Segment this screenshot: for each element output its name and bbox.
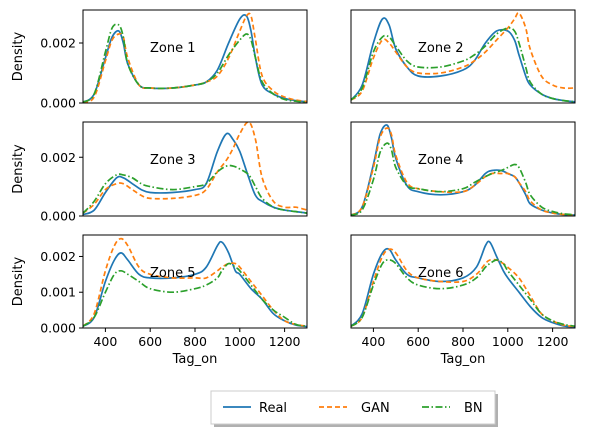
xtick-label: 600 (406, 334, 430, 349)
ytick-label: 0.000 (40, 321, 76, 336)
ytick-label: 0.001 (40, 285, 76, 300)
ytick-label: 0.002 (40, 249, 76, 264)
xtick-label: 400 (93, 334, 117, 349)
xtick-label: 600 (138, 334, 162, 349)
xtick-label: 800 (183, 334, 207, 349)
panel-title: Zone 5 (150, 266, 196, 281)
ytick-label: 0.002 (40, 36, 76, 51)
xtick-label: 1200 (269, 334, 301, 349)
legend-label-bn: BN (464, 401, 483, 416)
x-axis-label: Tag_on (172, 352, 218, 367)
xtick-label: 1000 (492, 334, 524, 349)
x-axis-label: Tag_on (440, 352, 486, 367)
xtick-label: 800 (451, 334, 475, 349)
y-axis-label: Density (11, 31, 26, 81)
panel-title: Zone 3 (150, 153, 196, 168)
panel-title: Zone 1 (150, 41, 196, 56)
panel-title: Zone 2 (418, 41, 464, 56)
y-axis-label: Density (11, 144, 26, 194)
legend-label-gan: GAN (361, 401, 390, 416)
xtick-label: 400 (361, 334, 385, 349)
xtick-label: 1200 (537, 334, 569, 349)
legend-label-real: Real (259, 401, 287, 416)
legend-box (211, 391, 495, 424)
ytick-label: 0.002 (40, 150, 76, 165)
panel-title: Zone 6 (418, 266, 464, 281)
ytick-label: 0.000 (40, 96, 76, 111)
panel-title: Zone 4 (418, 153, 464, 168)
ytick-label: 0.000 (40, 209, 76, 224)
xtick-label: 1000 (224, 334, 256, 349)
legend: Real GAN BN (211, 391, 498, 427)
y-axis-label: Density (11, 256, 26, 306)
